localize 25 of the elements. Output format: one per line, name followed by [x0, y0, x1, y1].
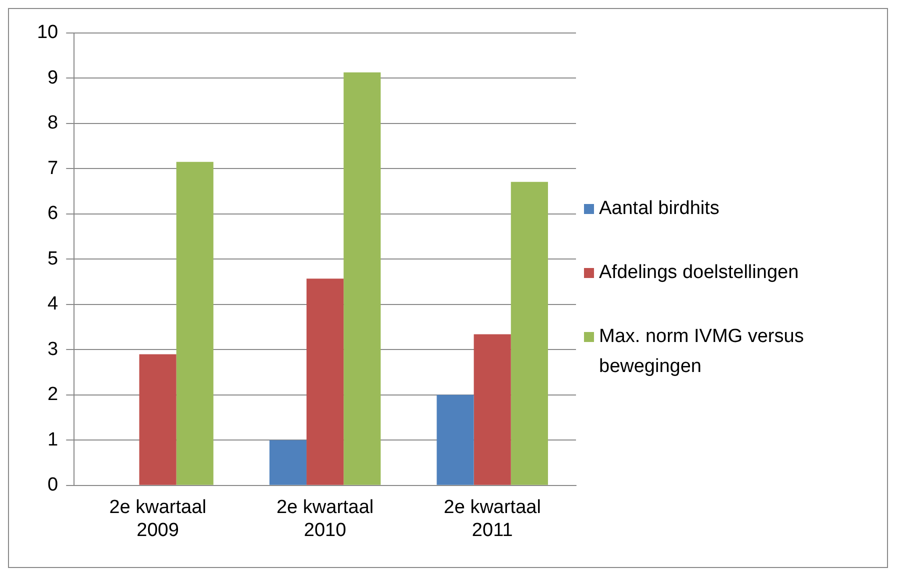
- y-tick-label: 6: [48, 203, 58, 224]
- bar: [436, 394, 474, 485]
- bar: [510, 182, 548, 485]
- bar: [269, 440, 307, 485]
- y-tick-label: 10: [36, 22, 58, 44]
- y-tick-label: 3: [48, 338, 58, 360]
- legend-label: Aantal birdhits: [599, 197, 720, 221]
- bar: [344, 72, 381, 485]
- y-tick-label: 8: [48, 112, 58, 134]
- y-tick-label: 0: [48, 474, 58, 496]
- y-tick-label: 7: [48, 158, 58, 179]
- y-tick-label: 9: [48, 67, 58, 88]
- bar: [474, 334, 511, 485]
- y-tick-label: 5: [48, 248, 58, 270]
- legend-label: Afdelings doelstellingen: [599, 261, 799, 285]
- y-tick-label: 4: [48, 294, 59, 315]
- y-tick-label: 1: [48, 429, 58, 450]
- x-tick-label: 2e kwartaal 2011: [444, 497, 541, 541]
- legend-label: Max. norm IVMG versus bewegingen: [599, 325, 805, 379]
- x-tick-label: 2e kwartaal 2009: [109, 497, 206, 541]
- bar: [139, 354, 176, 485]
- bar: [306, 278, 344, 485]
- x-tick-label: 2e kwartaal 2010: [276, 497, 374, 541]
- y-tick-label: 2: [48, 384, 58, 406]
- bar: [176, 162, 214, 485]
